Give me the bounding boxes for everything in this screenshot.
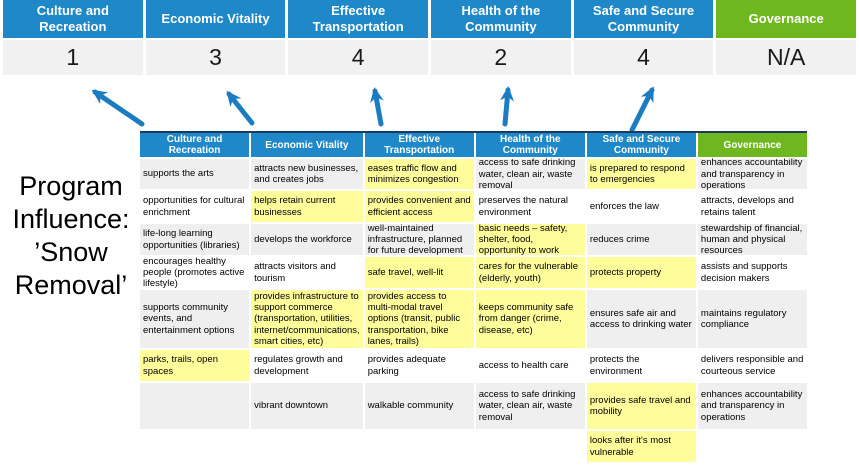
matrix-cell — [364, 431, 474, 462]
matrix-cell: preserves the natural environment — [475, 191, 585, 222]
scoreboard-header: Health of the Community — [431, 0, 571, 38]
matrix-cell: provides infrastructure to support comme… — [251, 290, 363, 348]
matrix-header: Economic Vitality — [251, 133, 363, 157]
matrix-cell: provides convenient and efficient access — [364, 191, 474, 222]
score-value: 4 — [288, 40, 428, 75]
scoreboard-header: Safe and Secure Community — [573, 0, 714, 38]
matrix-cell: well-maintained infrastructure, planned … — [364, 223, 474, 256]
matrix-cell: opportunities for cultural enrichment — [140, 191, 250, 222]
matrix-cell: provides adequate parking — [364, 350, 474, 381]
matrix-cell — [251, 431, 363, 462]
matrix-cell: reduces crime — [586, 224, 696, 255]
scoreboard-header: Governance — [716, 0, 856, 38]
matrix-header: Culture and Recreation — [140, 133, 250, 157]
matrix-cell: attracts visitors and tourism — [251, 257, 363, 288]
arrow-economic-vitality-icon — [226, 90, 255, 126]
matrix-cell: assists and supports decision makers — [697, 257, 807, 288]
matrix-cell: cares for the vulnerable (elderly, youth… — [475, 257, 585, 288]
matrix-cell: protects the environment — [586, 350, 696, 381]
arrow-culture-and-recreation-icon — [91, 89, 145, 127]
arrow-effective-transportation-icon — [370, 87, 384, 127]
matrix-cell — [140, 431, 250, 462]
arrow-safe-and-secure-community-icon — [629, 86, 655, 133]
matrix-cell: is prepared to respond to emergencies — [586, 159, 696, 189]
matrix-cell: attracts new businesses, and creates job… — [251, 159, 363, 189]
scoreboard-header: Culture and Recreation — [3, 0, 143, 38]
matrix-header: Governance — [697, 133, 807, 157]
influence-arrows — [91, 86, 655, 133]
matrix-cell: enhances accountability and transparency… — [697, 383, 807, 429]
matrix-cell: access to health care — [475, 350, 585, 381]
matrix-cell: enhances accountability and transparency… — [697, 157, 807, 191]
matrix-cell: supports the arts — [140, 159, 250, 189]
matrix-cell: access to safe drinking water, clean air… — [475, 157, 585, 191]
matrix-table: Culture and Recreation Economic Vitality E… — [140, 131, 807, 462]
matrix-cell: keeps community safe from danger (crime,… — [475, 290, 585, 348]
matrix-cell: delivers responsible and courteous servi… — [697, 350, 807, 381]
matrix-cell: stewardship of financial, human and phys… — [697, 223, 807, 256]
program-title: Program Influence: ’Snow Removal’ — [12, 171, 130, 300]
matrix-cell: enforces the law — [586, 191, 696, 222]
score-value: 2 — [431, 40, 571, 75]
matrix-cell: helps retain current businesses — [251, 191, 363, 222]
matrix-cell: supports community events, and entertain… — [140, 290, 250, 348]
matrix-header: Safe and Secure Community — [586, 133, 696, 157]
matrix-cell: access to safe drinking water, clean air… — [475, 383, 585, 429]
matrix-cell: walkable community — [364, 383, 474, 429]
scoreboard-header: Effective Transportation — [288, 0, 428, 38]
matrix-cell: looks after it's most vulnerable — [586, 431, 696, 462]
matrix-cell: provides access to multi-modal travel op… — [364, 290, 474, 348]
arrow-health-of-the-community-icon — [500, 86, 515, 127]
matrix-cell — [697, 431, 807, 462]
matrix-cell: ensures safe air and access to drinking … — [586, 290, 696, 348]
matrix-header: Effective Transportation — [364, 133, 474, 157]
matrix-cell: develops the workforce — [251, 224, 363, 255]
matrix-cell: eases traffic flow and minimizes congest… — [364, 159, 474, 189]
matrix-cell: basic needs – safety, shelter, food, opp… — [475, 223, 585, 256]
score-value: 4 — [573, 40, 714, 75]
matrix-cell: maintains regulatory compliance — [697, 290, 807, 348]
score-value: 3 — [145, 40, 286, 75]
matrix-cell: life-long learning opportunities (librar… — [140, 224, 250, 255]
matrix-cell: attracts, develops and retains talent — [697, 191, 807, 222]
matrix-cell: protects property — [586, 257, 696, 288]
matrix-cell: regulates growth and development — [251, 350, 363, 381]
matrix-cell — [475, 431, 585, 462]
score-table: Culture and Recreation Economic Vitality E… — [3, 0, 856, 75]
score-value: N/A — [716, 40, 856, 75]
matrix-cell — [140, 383, 250, 429]
matrix-cell: parks, trails, open spaces — [140, 350, 250, 381]
scoreboard-header: Economic Vitality — [145, 0, 286, 38]
matrix-cell: provides safe travel and mobility — [586, 383, 696, 429]
matrix-cell: vibrant downtown — [251, 383, 363, 429]
score-value: 1 — [3, 40, 143, 75]
matrix-cell: safe travel, well-lit — [364, 257, 474, 288]
matrix-cell: encourages healthy people (promotes acti… — [140, 256, 250, 289]
matrix-header: Health of the Community — [475, 133, 585, 157]
